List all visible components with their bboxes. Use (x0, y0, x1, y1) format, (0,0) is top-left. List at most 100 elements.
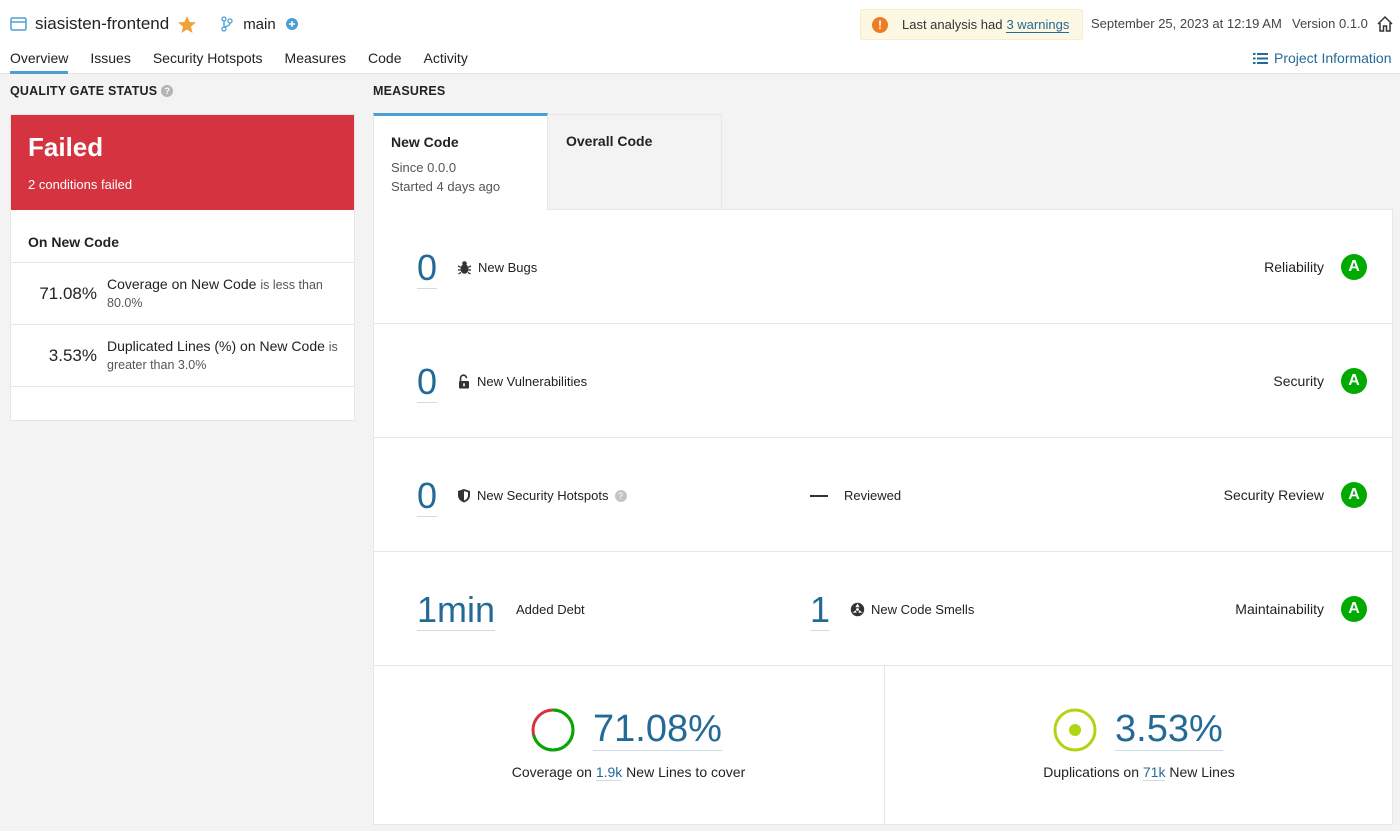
reliability-row: 0 New Bugs Reliability A (374, 210, 1392, 324)
tab-security-hotspots[interactable]: Security Hotspots (152, 50, 263, 66)
measures-panel: 0 New Bugs Reliability A 0 (373, 209, 1393, 825)
condition-threshold: 80.0% (107, 296, 143, 310)
new-hotspots-text: New Security Hotspots (477, 488, 609, 503)
new-code-smells-text: New Code Smells (871, 602, 975, 617)
failed-condition-row[interactable]: 71.08% Coverage on New Code is less than… (11, 262, 354, 324)
reliability-label: Reliability (1264, 259, 1324, 275)
quality-gate-status: Failed (28, 132, 104, 162)
warning-text: Last analysis had (902, 17, 1003, 32)
quality-gate-footer (11, 386, 354, 420)
help-icon[interactable]: ? (614, 489, 627, 502)
security-review-rating-badge[interactable]: A (1341, 482, 1367, 508)
help-icon[interactable]: ? (161, 85, 174, 97)
branch-name: main (243, 15, 276, 33)
duplications-value[interactable]: 3.53% (1115, 708, 1223, 751)
add-branch-icon[interactable] (285, 18, 298, 30)
code-smell-icon (850, 602, 865, 617)
tab-measures[interactable]: Measures (284, 50, 347, 66)
tab-new-code[interactable]: New Code Since 0.0.0 Started 4 days ago (373, 113, 548, 210)
shield-icon (458, 489, 470, 503)
coverage-donut-chart (531, 708, 575, 752)
reviewed-label: Reviewed (844, 488, 902, 503)
tab-overall-code-label: Overall Code (566, 133, 653, 149)
reliability-rating-badge[interactable]: A (1341, 254, 1367, 280)
new-hotspots-count[interactable]: 0 (417, 475, 438, 517)
condition-operator: is (328, 340, 338, 354)
maintainability-rating-badge[interactable]: A (1341, 596, 1367, 622)
duplications-caption: Duplications on 71k New Lines (885, 764, 1393, 781)
analysis-warning-banner: ! Last analysis had 3 warnings (860, 9, 1083, 40)
measures-heading: MEASURES (373, 84, 446, 98)
quality-gate-subtitle: 2 conditions failed (28, 177, 133, 192)
new-vulnerabilities-label: New Vulnerabilities (457, 374, 587, 389)
new-bugs-text: New Bugs (478, 260, 538, 275)
new-code-smells-count[interactable]: 1 (810, 589, 831, 631)
home-icon[interactable] (1376, 15, 1394, 33)
reviewed-value (810, 495, 828, 497)
new-bugs-label: New Bugs (457, 260, 537, 275)
coverage-cell: 71.08% Coverage on 1.9k New Lines to cov… (374, 666, 883, 824)
condition-value: 71.08% (39, 284, 97, 303)
condition-value: 3.53% (48, 346, 97, 365)
project-information-link[interactable]: Project Information (1253, 50, 1392, 66)
coverage-duplication-section: 71.08% Coverage on 1.9k New Lines to cov… (374, 666, 1392, 824)
duplications-circle-icon (1053, 708, 1097, 752)
security-review-label: Security Review (1223, 487, 1324, 503)
condition-description: Coverage on New Code is less than 80.0% (107, 276, 347, 312)
duplications-caption-suffix: New Lines (1169, 764, 1235, 780)
duplications-caption-prefix: Duplications on (1043, 764, 1139, 780)
quality-gate-status-banner: Failed 2 conditions failed (11, 115, 354, 210)
tab-overall-code[interactable]: Overall Code (547, 114, 722, 210)
new-code-started: Started 4 days ago (391, 179, 501, 194)
added-debt-label: Added Debt (516, 602, 585, 617)
maintainability-row: 1min Added Debt 1 New Code Smells Mainta… (374, 552, 1392, 666)
new-vulnerabilities-text: New Vulnerabilities (477, 374, 588, 389)
project-title[interactable]: siasisten-frontend (35, 14, 170, 33)
quality-gate-heading: QUALITY GATE STATUS? (10, 84, 174, 98)
coverage-value[interactable]: 71.08% (593, 708, 722, 751)
project-nav-tabs: Overview Issues Security Hotspots Measur… (10, 50, 490, 74)
tab-code[interactable]: Code (368, 50, 402, 66)
added-debt-value[interactable]: 1min (417, 589, 496, 631)
duplications-lines-link[interactable]: 71k (1142, 764, 1166, 781)
bug-icon (457, 261, 472, 275)
failed-condition-row[interactable]: 3.53% Duplicated Lines (%) on New Code i… (11, 324, 354, 386)
new-code-since: Since 0.0.0 (391, 160, 457, 175)
branch-icon (221, 16, 233, 32)
tab-new-code-label: New Code (391, 134, 459, 150)
branch-selector[interactable]: main (221, 16, 298, 33)
condition-threshold: greater than 3.0% (107, 358, 207, 372)
coverage-lines-link[interactable]: 1.9k (595, 764, 623, 781)
new-vulnerabilities-count[interactable]: 0 (417, 361, 438, 403)
unlocked-padlock-icon (459, 374, 469, 389)
new-hotspots-label: New Security Hotspots ? (457, 488, 627, 503)
duplications-cell: 3.53% Duplications on 71k New Lines (884, 666, 1393, 824)
coverage-caption: Coverage on 1.9k New Lines to cover (374, 764, 883, 781)
condition-description: Duplicated Lines (%) on New Code is grea… (107, 338, 347, 374)
list-icon (1253, 52, 1268, 64)
security-row: 0 New Vulnerabilities Security A (374, 324, 1392, 438)
new-bugs-count[interactable]: 0 (417, 247, 438, 289)
project-icon (10, 17, 27, 31)
project-header: siasisten-frontend main (10, 13, 298, 35)
tab-activity[interactable]: Activity (423, 50, 468, 66)
project-version: Version 0.1.0 (1292, 16, 1368, 31)
on-new-code-heading: On New Code (28, 234, 120, 250)
condition-operator: is less than (260, 278, 323, 292)
warnings-link[interactable]: 3 warnings (1006, 16, 1070, 33)
coverage-caption-suffix: New Lines to cover (626, 764, 746, 780)
project-information-label: Project Information (1274, 50, 1392, 66)
maintainability-label: Maintainability (1235, 601, 1324, 617)
quality-gate-panel: Failed 2 conditions failed On New Code 7… (10, 114, 355, 421)
security-rating-badge[interactable]: A (1341, 368, 1367, 394)
tab-overview[interactable]: Overview (10, 50, 69, 74)
quality-gate-heading-text: QUALITY GATE STATUS (10, 84, 158, 98)
top-bar: siasisten-frontend main ! Last analysis … (0, 0, 1400, 74)
tab-issues[interactable]: Issues (90, 50, 131, 66)
condition-metric: Coverage on New Code (107, 276, 257, 292)
favorite-star-icon[interactable] (177, 15, 197, 34)
new-code-smells-label: New Code Smells (850, 602, 974, 617)
coverage-caption-prefix: Coverage on (511, 764, 592, 780)
analysis-date: September 25, 2023 at 12:19 AM (1091, 16, 1282, 31)
warning-icon: ! (872, 16, 888, 33)
